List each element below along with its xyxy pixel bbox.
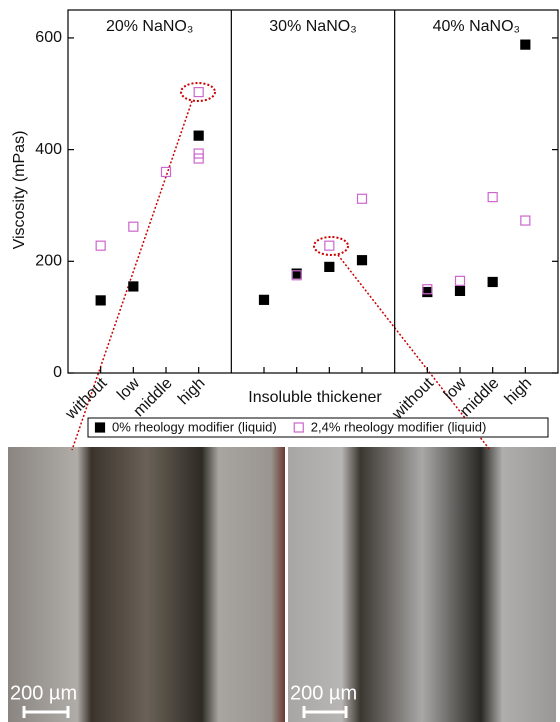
y-axis-label: Viscosity (mPas) — [11, 131, 28, 250]
point — [129, 282, 138, 291]
point — [488, 193, 497, 202]
point — [521, 40, 530, 49]
point — [456, 276, 465, 285]
point — [488, 277, 497, 286]
micrograph — [8, 447, 285, 722]
point — [325, 241, 334, 250]
point — [521, 216, 530, 225]
x-tick-label: without — [62, 374, 111, 423]
highlight — [314, 237, 348, 255]
figure: 200 µm 200 µm Insoluble thickener Viscos… — [0, 0, 560, 722]
legend-label: 2,4% rheology modifier (liquid) — [311, 419, 487, 434]
point — [194, 88, 203, 97]
point — [358, 194, 367, 203]
panel-title: 20% NaNO₃ — [106, 18, 193, 35]
x-axis-label: Insoluble thickener — [248, 389, 382, 406]
point — [162, 167, 171, 176]
legend-label: 0% rheology modifier (liquid) — [112, 419, 277, 434]
point — [129, 222, 138, 231]
x-tick-label: without — [389, 374, 438, 423]
point — [96, 241, 105, 250]
micrographs: 200 µm 200 µm — [8, 447, 556, 722]
panel-title: 40% NaNO₃ — [433, 18, 520, 35]
point — [194, 131, 203, 140]
panel-title: 30% NaNO₃ — [269, 18, 356, 35]
highlight — [181, 83, 215, 101]
plot-frame — [68, 10, 558, 373]
scale-label: 200 µm — [290, 682, 357, 704]
x-tick-label: high — [175, 375, 208, 408]
scale-label: 200 µm — [10, 682, 77, 704]
y-tick-label: 600 — [35, 29, 62, 46]
y-tick-label: 0 — [53, 364, 62, 381]
point — [423, 288, 432, 297]
point — [325, 262, 334, 271]
legend-marker — [96, 423, 105, 432]
y-tick-label: 400 — [35, 141, 62, 158]
point — [260, 295, 269, 304]
point — [456, 286, 465, 295]
micrograph — [288, 447, 556, 722]
x-tick-label: high — [502, 375, 535, 408]
y-tick-label: 200 — [35, 253, 62, 270]
point — [358, 256, 367, 265]
point — [96, 296, 105, 305]
